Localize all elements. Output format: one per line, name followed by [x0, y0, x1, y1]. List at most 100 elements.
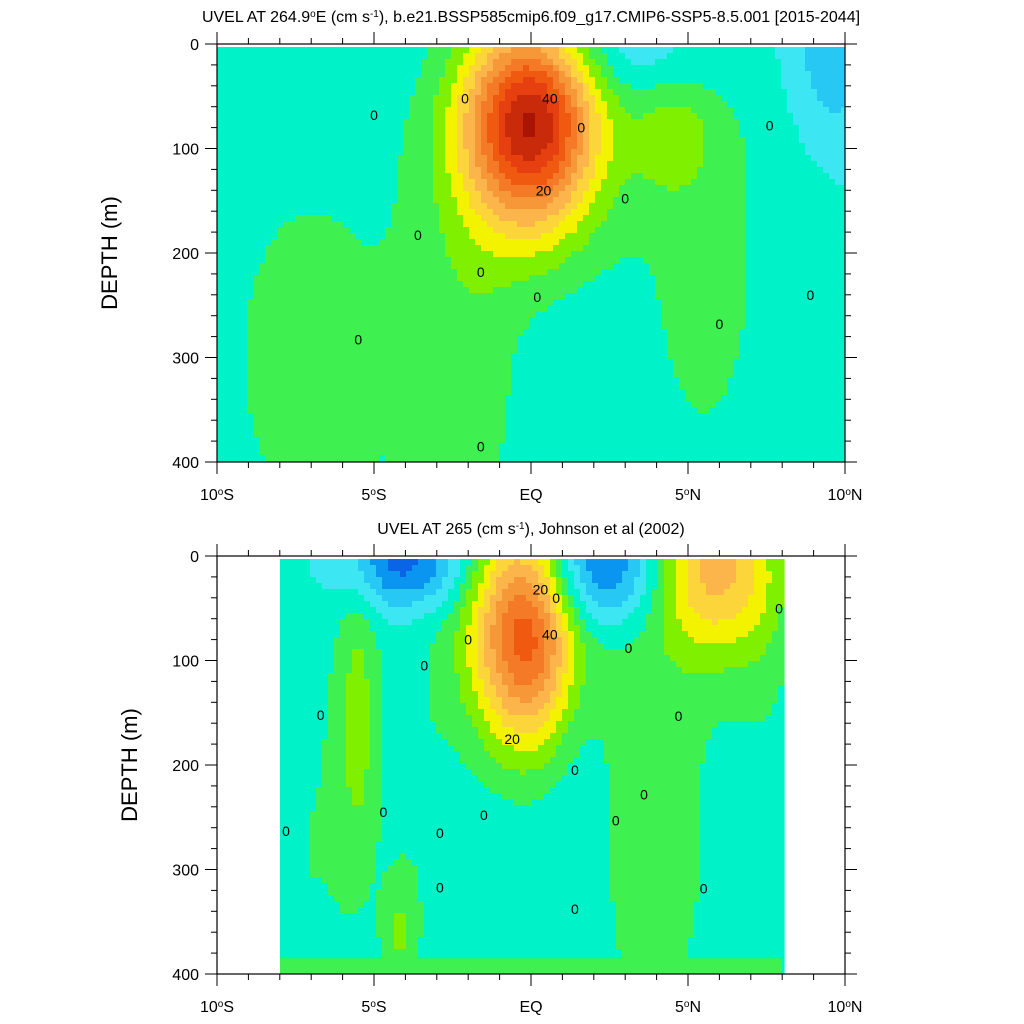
field-cell — [361, 293, 368, 300]
field-cell — [235, 155, 242, 162]
field-cell — [709, 251, 716, 258]
field-cell — [667, 239, 674, 246]
field-cell — [265, 257, 272, 264]
field-cell — [745, 173, 752, 180]
field-cell — [751, 71, 758, 78]
field-cell — [637, 161, 644, 168]
field-cell — [619, 65, 626, 72]
field-cell — [307, 269, 314, 276]
field-cell — [283, 311, 290, 318]
field-cell — [577, 65, 584, 72]
field-cell — [349, 251, 356, 258]
field-cell — [247, 191, 254, 198]
field-cell — [241, 125, 248, 132]
field-cell — [619, 167, 626, 174]
field-cell — [715, 323, 722, 330]
field-cell — [229, 53, 236, 60]
field-cell — [271, 89, 278, 96]
field-cell — [451, 65, 458, 72]
field-cell — [685, 293, 692, 300]
field-cell — [841, 149, 845, 156]
field-cell — [421, 167, 428, 174]
field-cell — [631, 257, 638, 264]
field-cell — [361, 239, 368, 246]
field-cell — [745, 71, 752, 78]
field-cell — [577, 179, 584, 186]
field-cell — [265, 221, 272, 228]
field-cell — [817, 293, 824, 300]
field-cell — [427, 155, 434, 162]
field-cell — [553, 323, 560, 330]
field-cell — [253, 125, 260, 132]
field-cell — [733, 149, 740, 156]
field-cell — [517, 281, 524, 288]
field-cell — [637, 257, 644, 264]
field-cell — [805, 119, 812, 126]
field-cell — [751, 215, 758, 222]
field-cell — [361, 275, 368, 282]
field-cell — [391, 299, 398, 306]
field-cell — [805, 101, 812, 108]
field-cell — [481, 113, 488, 120]
field-cell — [331, 263, 338, 270]
field-cell — [805, 185, 812, 192]
field-cell — [583, 95, 590, 102]
field-cell — [433, 323, 440, 330]
field-cell — [385, 215, 392, 222]
field-cell — [697, 137, 704, 144]
field-cell — [307, 173, 314, 180]
field-cell — [361, 215, 368, 222]
field-cell — [613, 239, 620, 246]
field-cell — [415, 263, 422, 270]
field-cell — [343, 131, 350, 138]
field-cell — [817, 65, 824, 72]
field-cell — [745, 113, 752, 120]
field-cell — [601, 125, 608, 132]
field-cell — [691, 209, 698, 216]
field-cell — [283, 317, 290, 324]
field-cell — [223, 257, 230, 264]
field-cell — [787, 107, 794, 114]
field-cell — [331, 215, 338, 222]
field-cell — [655, 311, 662, 318]
field-cell — [643, 275, 650, 282]
field-cell — [643, 245, 650, 252]
field-cell — [337, 317, 344, 324]
field-cell — [421, 239, 428, 246]
field-cell — [685, 209, 692, 216]
field-cell — [289, 269, 296, 276]
field-cell — [505, 257, 512, 264]
field-cell — [823, 191, 830, 198]
field-cell — [397, 209, 404, 216]
field-cell — [529, 83, 536, 90]
field-cell — [697, 191, 704, 198]
field-cell — [691, 203, 698, 210]
field-cell — [241, 119, 248, 126]
field-cell — [337, 191, 344, 198]
field-cell — [757, 71, 764, 78]
field-cell — [415, 329, 422, 336]
field-cell — [223, 227, 230, 234]
field-cell — [253, 77, 260, 84]
field-cell — [265, 251, 272, 258]
field-cell — [307, 281, 314, 288]
field-cell — [505, 311, 512, 318]
field-cell — [385, 251, 392, 258]
field-cell — [589, 89, 596, 96]
field-cell — [787, 137, 794, 144]
field-cell — [265, 167, 272, 174]
field-cell — [445, 311, 452, 318]
field-cell — [751, 221, 758, 228]
field-cell — [787, 95, 794, 102]
field-cell — [727, 125, 734, 132]
field-cell — [625, 275, 632, 282]
field-cell — [487, 293, 494, 300]
field-cell — [523, 167, 530, 174]
field-cell — [547, 227, 554, 234]
field-cell — [295, 287, 302, 294]
field-cell — [679, 263, 686, 270]
field-cell — [271, 329, 278, 336]
field-cell — [427, 77, 434, 84]
field-cell — [691, 131, 698, 138]
field-cell — [643, 89, 650, 96]
